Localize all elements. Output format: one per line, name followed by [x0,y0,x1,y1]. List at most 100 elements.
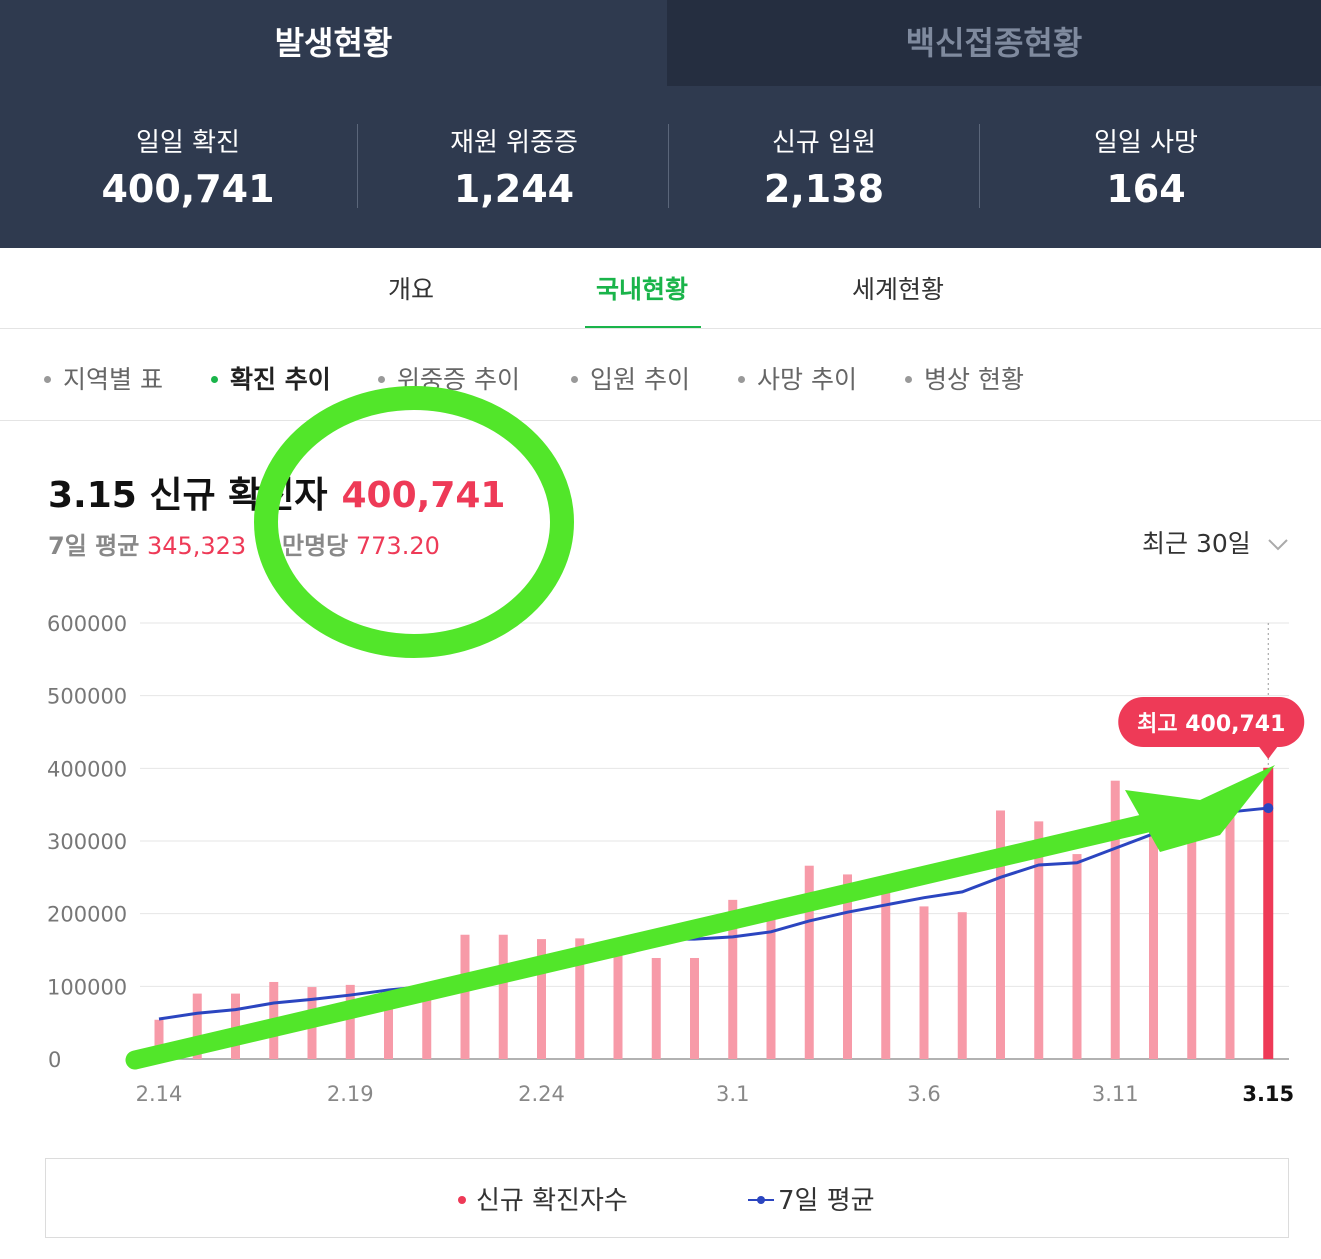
stat-critical: 재원 위중증 1,244 [364,120,664,220]
bar [345,984,355,1059]
tab-overview[interactable]: 개요 [388,275,435,304]
stat-divider [357,124,358,208]
bullet-icon [44,375,51,383]
seven-day-average-line [158,806,1269,1021]
bar [422,989,432,1059]
x-tick-label: 3.6 [907,1082,940,1106]
bar [766,915,776,1059]
stat-value: 1,244 [453,167,575,211]
subtab-bed-status[interactable]: 병상 현황 [905,360,1024,396]
bar [460,934,470,1059]
bar [1034,821,1044,1059]
subtab-admission-trend[interactable]: 입원 추이 [571,360,690,396]
bullet-icon [378,375,385,383]
bar [498,934,508,1059]
x-tick-label: 2.24 [518,1082,565,1106]
stat-label: 일일 사망 [1094,128,1198,158]
bar [613,940,623,1059]
stat-daily-confirmed: 일일 확진 400,741 [38,120,338,220]
page-title: 3.15 신규 확진자 400,741 [48,466,505,518]
tooltip-pointer [1259,747,1278,759]
tab-world[interactable]: 세계현황 [852,275,945,304]
y-tick-label: 200000 [47,903,127,927]
x-tick-label: 3.1 [716,1082,749,1106]
title-number: 400,741 [341,475,506,516]
legend-line-icon [748,1195,774,1204]
bar [1263,767,1274,1059]
bar [1225,795,1235,1059]
stat-value: 2,138 [763,167,885,211]
subtab-confirmed-trend[interactable]: 확진 추이 [211,360,331,396]
x-tick-label: 3.11 [1092,1082,1139,1106]
bar [1072,854,1082,1059]
trend-arrow-annotation [125,810,1170,1070]
stat-divider [668,124,669,208]
bar [651,957,661,1059]
bar [1187,833,1197,1059]
max-tooltip [1118,697,1305,747]
bullet-icon [211,375,218,383]
per-label: 만명당 [282,532,349,560]
bar [996,810,1005,1059]
y-tick-label: 0 [48,1048,61,1072]
bar [804,865,814,1059]
bullet-icon [571,375,578,383]
y-tick-label: 400000 [47,757,127,781]
bar [1149,803,1158,1059]
avg-value: 345,323 [146,532,247,560]
y-tick-label: 300000 [47,830,127,854]
x-tick-label: 2.19 [327,1082,374,1106]
legend-dot-icon [458,1195,466,1204]
x-tick-label: 2.14 [136,1082,183,1106]
bar [575,938,585,1059]
stat-value: 400,741 [101,167,275,211]
bar [690,957,699,1059]
bar [537,939,546,1059]
legend-seven-day-average[interactable]: 7일 평균 [748,1180,875,1217]
tab-vaccination-status[interactable]: 백신접종현황 [667,0,1321,86]
stat-daily-deaths: 일일 사망 164 [996,120,1296,220]
stat-divider [979,124,980,208]
subtab-label: 위중증 추이 [397,365,520,394]
avg-label: 7일 평균 [48,532,140,560]
bar [384,990,393,1059]
seven-day-average: 7일 평균 345,323 [48,526,246,561]
period-select[interactable]: 최근 30일 [1142,524,1289,560]
confirmed-trend-chart: 600000 500000 400000 300000 200000 100000 0 2.1… [47,612,1305,1106]
tab-domestic[interactable]: 국내현황 [596,275,689,304]
per-10k: 만명당 773.20 [282,526,440,561]
y-tick-label: 100000 [47,975,127,999]
stat-new-admissions: 신규 입원 2,138 [674,120,974,220]
bar [843,874,852,1059]
legend-new-confirmed[interactable]: 신규 확진자수 [458,1180,628,1217]
tooltip-text: 최고 400,741 [1137,712,1285,737]
bar [192,993,202,1059]
bar [919,906,929,1059]
bar [231,993,240,1059]
bullet-icon [905,375,912,383]
subtab-label: 지역별 표 [63,365,163,394]
average-point [1263,803,1274,814]
bar [728,899,738,1059]
stat-label: 일일 확진 [136,128,240,158]
subtab-critical-trend[interactable]: 위중증 추이 [378,360,520,396]
y-tick-label: 500000 [47,685,127,709]
subtab-death-trend[interactable]: 사망 추이 [738,360,857,396]
bullet-icon [738,375,745,383]
tab-outbreak-status[interactable]: 발생현황 [0,0,667,86]
subtab-label: 입원 추이 [590,365,690,394]
chart-legend [45,1158,1289,1238]
subtab-label: 확진 추이 [230,365,331,394]
bar [154,1019,164,1059]
legend-label: 신규 확진자수 [476,1186,628,1216]
bar [1110,780,1120,1059]
stat-value: 164 [1106,167,1186,211]
subtab-label: 병상 현황 [924,365,1024,394]
active-tab-indicator [585,326,701,329]
bar [957,912,967,1059]
subtab-regional-table[interactable]: 지역별 표 [44,360,163,396]
period-label: 최근 30일 [1142,529,1251,558]
arrow-head-annotation [1125,765,1275,852]
subtab-label: 사망 추이 [757,365,857,394]
chevron-down-icon [1268,539,1288,551]
